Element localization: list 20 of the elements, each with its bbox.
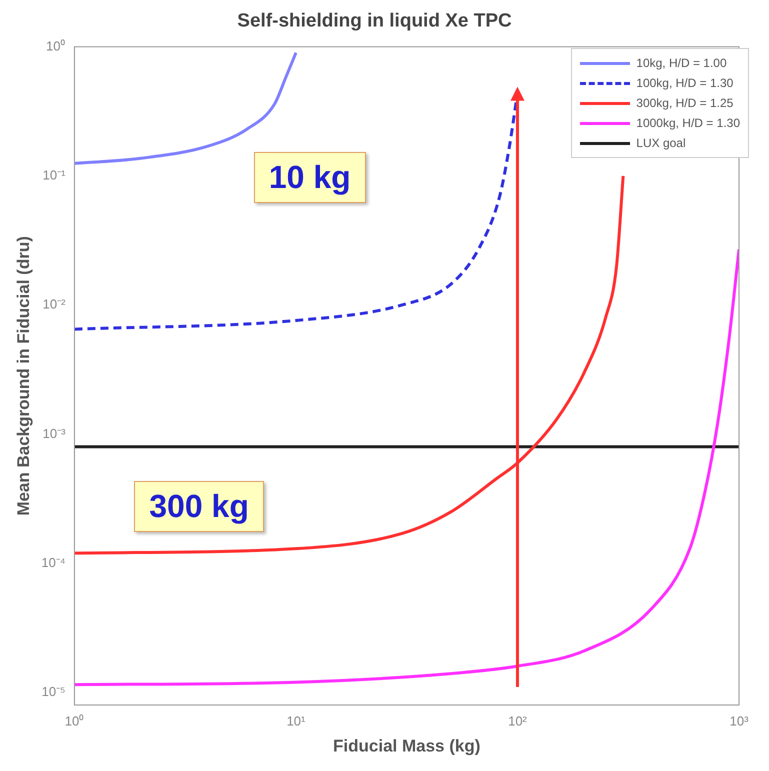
annotation: 10 kg bbox=[254, 152, 366, 204]
y-tick-label: 10⁻¹ bbox=[42, 168, 66, 183]
legend-label: 10kg, H/D = 1.00 bbox=[636, 56, 727, 70]
x-tick-label: 10¹ bbox=[286, 713, 306, 728]
legend-label: 1000kg, H/D = 1.30 bbox=[636, 116, 740, 130]
y-tick-label: 10⁻⁴ bbox=[41, 554, 66, 570]
chart-title: Self-shielding in liquid Xe TPC bbox=[237, 10, 512, 32]
x-tick-label: 10² bbox=[508, 713, 528, 728]
y-axis-title: Mean Background in Fiducial (dru) bbox=[14, 236, 33, 516]
y-tick-label: 10⁰ bbox=[46, 38, 66, 54]
legend-label: 300kg, H/D = 1.25 bbox=[636, 96, 734, 110]
x-tick-label: 10⁰ bbox=[64, 713, 84, 728]
y-tick-label: 10⁻⁵ bbox=[42, 684, 66, 700]
legend-label: 100kg, H/D = 1.30 bbox=[636, 76, 734, 90]
y-tick-label: 10⁻² bbox=[42, 296, 66, 312]
legend-label: LUX goal bbox=[636, 136, 686, 150]
x-tick-label: 10³ bbox=[730, 713, 750, 728]
y-tick-label: 10⁻³ bbox=[42, 426, 66, 441]
annotation: 300 kg bbox=[134, 481, 264, 532]
x-axis-title: Fiducial Mass (kg) bbox=[333, 736, 480, 756]
